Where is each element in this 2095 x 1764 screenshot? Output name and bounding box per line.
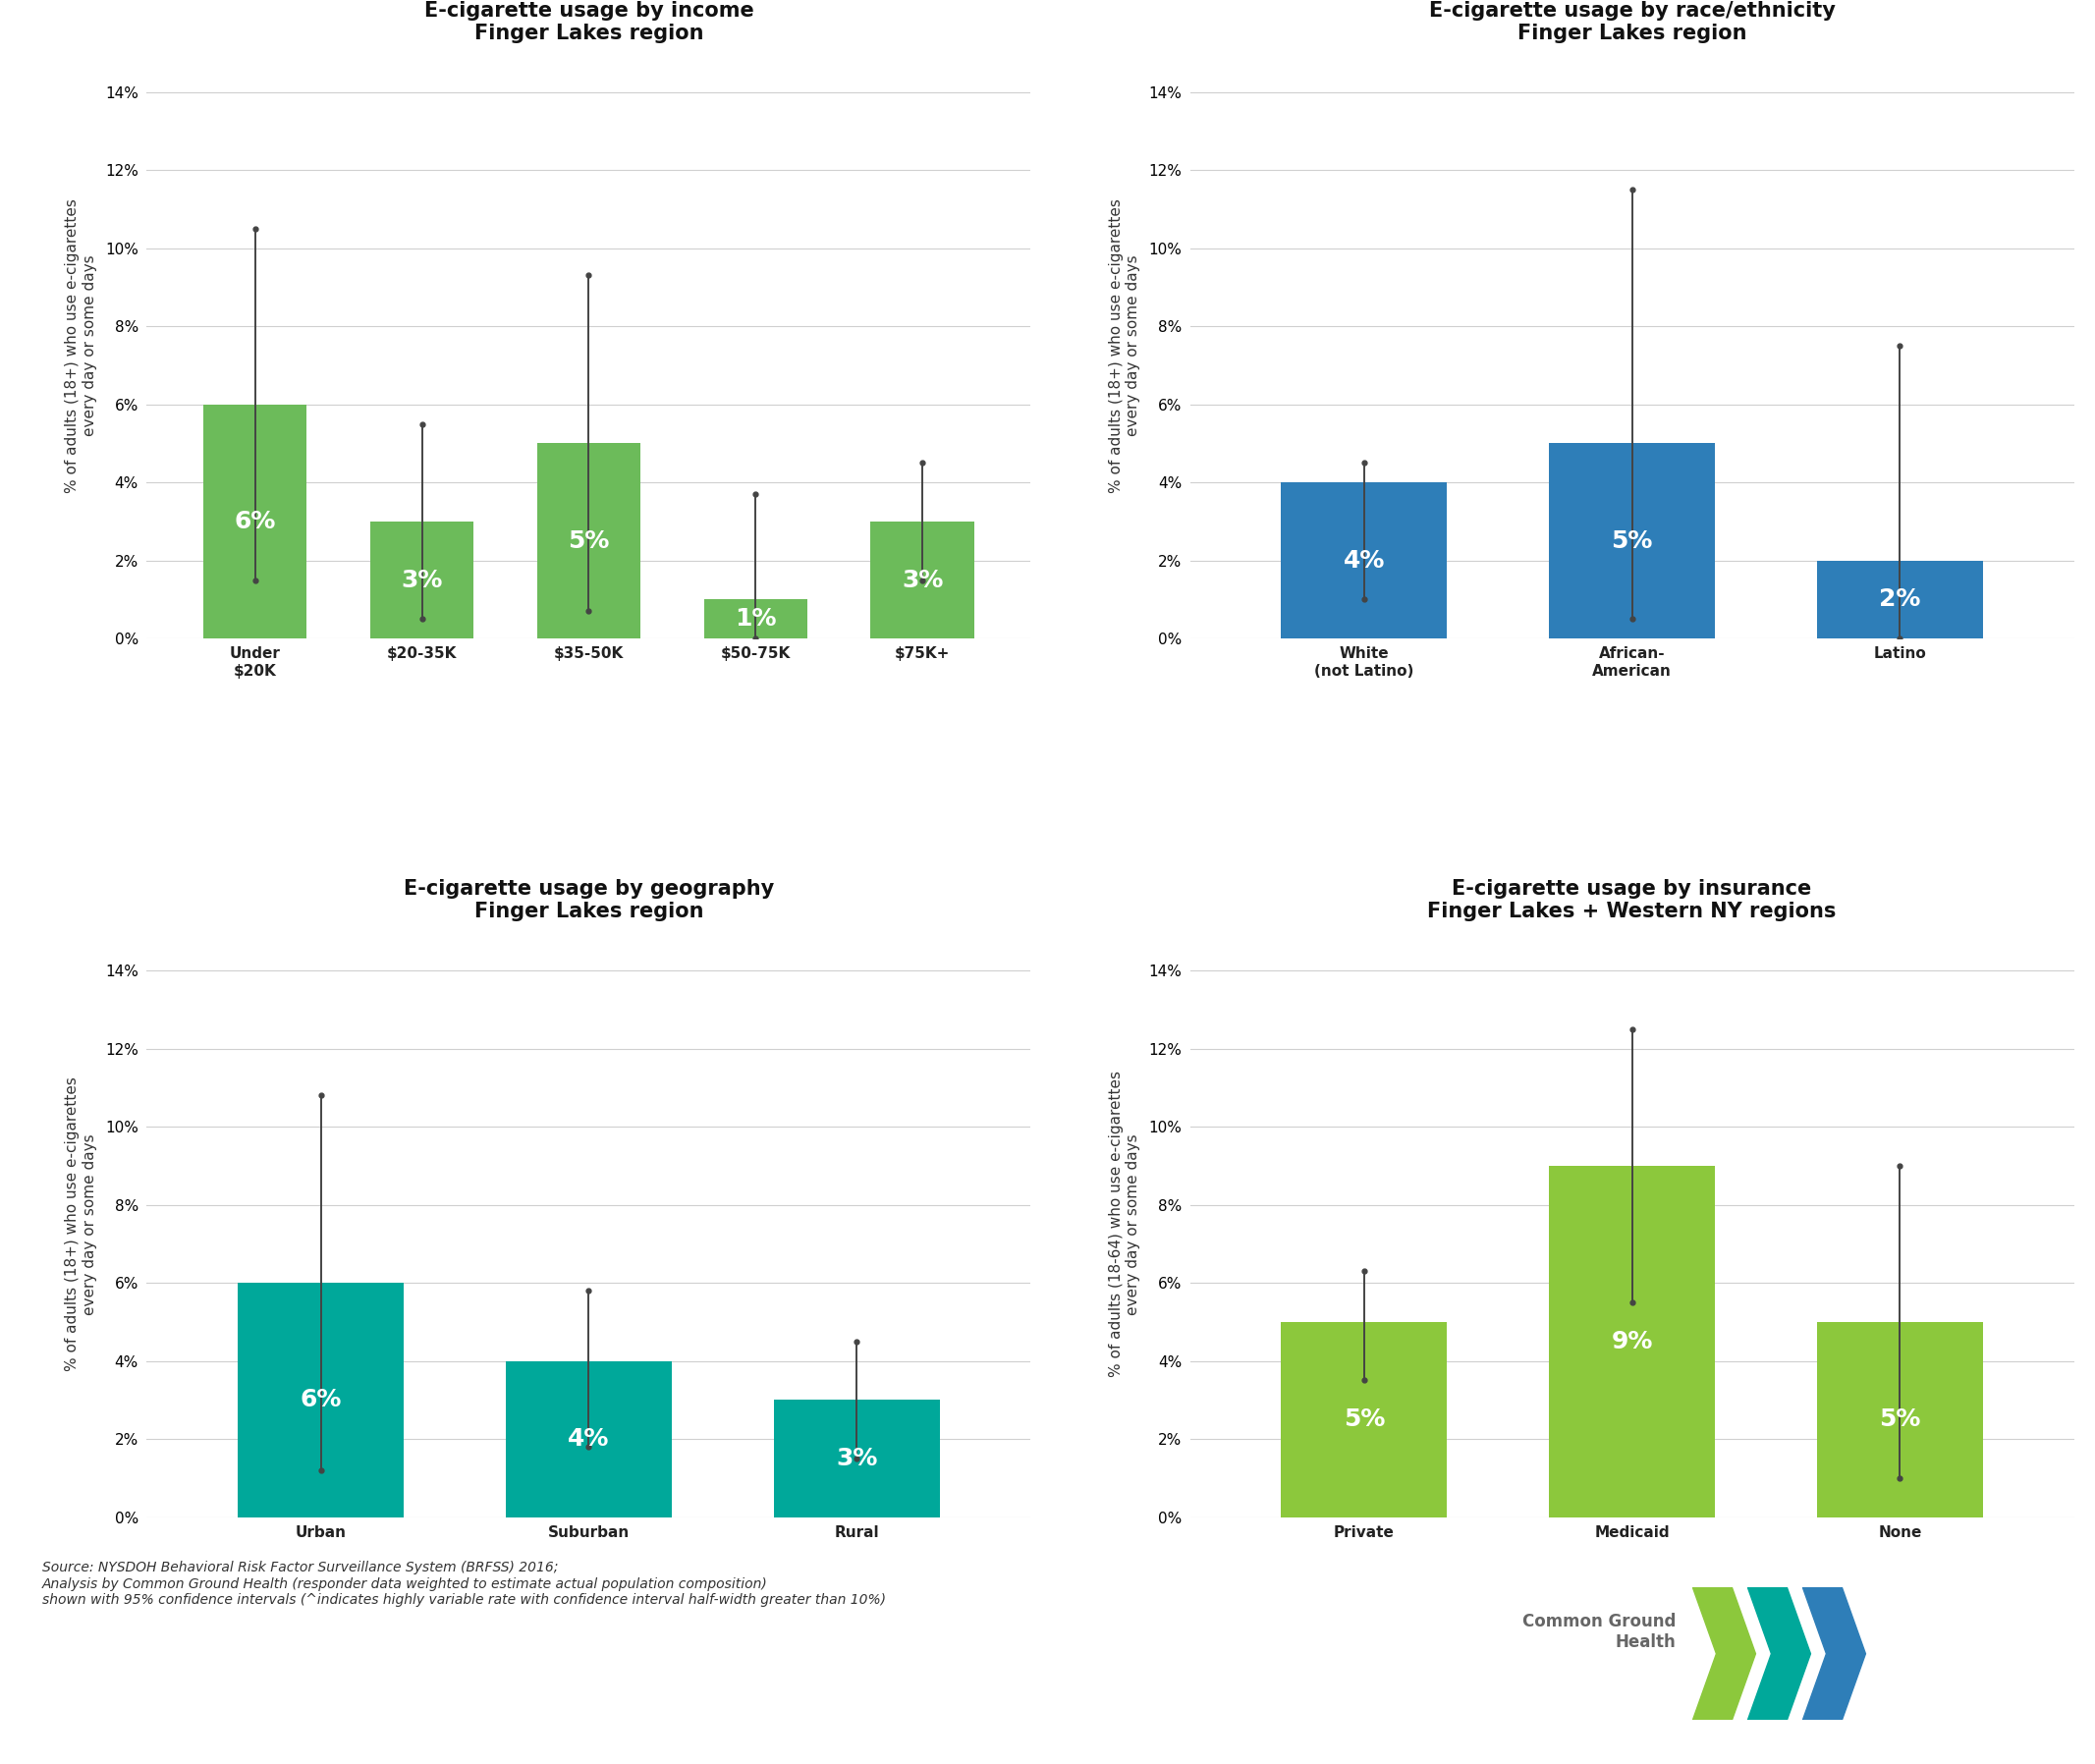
Text: 6%: 6%	[235, 510, 277, 533]
Bar	[773, 1401, 941, 1517]
Text: Source: NYSDOH Behavioral Risk Factor Surveillance System (BRFSS) 2016;
Analysis: Source: NYSDOH Behavioral Risk Factor Su…	[42, 1561, 886, 1607]
Text: 1%: 1%	[735, 607, 777, 632]
Title: E-cigarette usage by insurance
Finger Lakes + Western NY regions: E-cigarette usage by insurance Finger La…	[1427, 878, 1837, 921]
Text: 3%: 3%	[901, 568, 943, 591]
Title: E-cigarette usage by race/ethnicity
Finger Lakes region: E-cigarette usage by race/ethnicity Fing…	[1429, 0, 1835, 42]
Bar	[536, 443, 641, 639]
Polygon shape	[1693, 1588, 1756, 1720]
Text: 5%: 5%	[568, 529, 610, 552]
Text: 3%: 3%	[400, 568, 442, 591]
Text: 4%: 4%	[1343, 549, 1385, 572]
Bar	[203, 404, 306, 639]
Y-axis label: % of adults (18+) who use e-cigarettes
every day or some days: % of adults (18+) who use e-cigarettes e…	[65, 199, 96, 492]
Text: 3%: 3%	[836, 1446, 878, 1469]
Text: 5%: 5%	[1611, 529, 1653, 552]
Text: 5%: 5%	[1879, 1408, 1921, 1431]
Bar	[237, 1282, 404, 1517]
Bar	[872, 522, 974, 639]
Bar	[704, 600, 807, 639]
Bar	[1816, 561, 1984, 639]
Text: 6%: 6%	[300, 1388, 341, 1411]
Text: 9%: 9%	[1611, 1330, 1653, 1353]
Y-axis label: % of adults (18-64) who use e-cigarettes
every day or some days: % of adults (18-64) who use e-cigarettes…	[1108, 1071, 1140, 1378]
Text: 4%: 4%	[568, 1427, 610, 1450]
Text: 5%: 5%	[1343, 1408, 1385, 1431]
Polygon shape	[1747, 1588, 1810, 1720]
Text: 2%: 2%	[1879, 587, 1921, 612]
Bar	[1548, 1166, 1716, 1517]
Bar	[1280, 482, 1448, 639]
Bar	[1280, 1321, 1448, 1517]
Title: E-cigarette usage by income
Finger Lakes region: E-cigarette usage by income Finger Lakes…	[423, 0, 754, 42]
Bar	[1816, 1321, 1984, 1517]
Text: Common Ground
Health: Common Ground Health	[1523, 1612, 1676, 1651]
Bar	[1548, 443, 1716, 639]
Title: E-cigarette usage by geography
Finger Lakes region: E-cigarette usage by geography Finger La…	[404, 878, 773, 921]
Y-axis label: % of adults (18+) who use e-cigarettes
every day or some days: % of adults (18+) who use e-cigarettes e…	[65, 1078, 96, 1371]
Bar	[371, 522, 473, 639]
Bar	[505, 1360, 672, 1517]
Polygon shape	[1802, 1588, 1867, 1720]
Y-axis label: % of adults (18+) who use e-cigarettes
every day or some days: % of adults (18+) who use e-cigarettes e…	[1108, 199, 1140, 492]
